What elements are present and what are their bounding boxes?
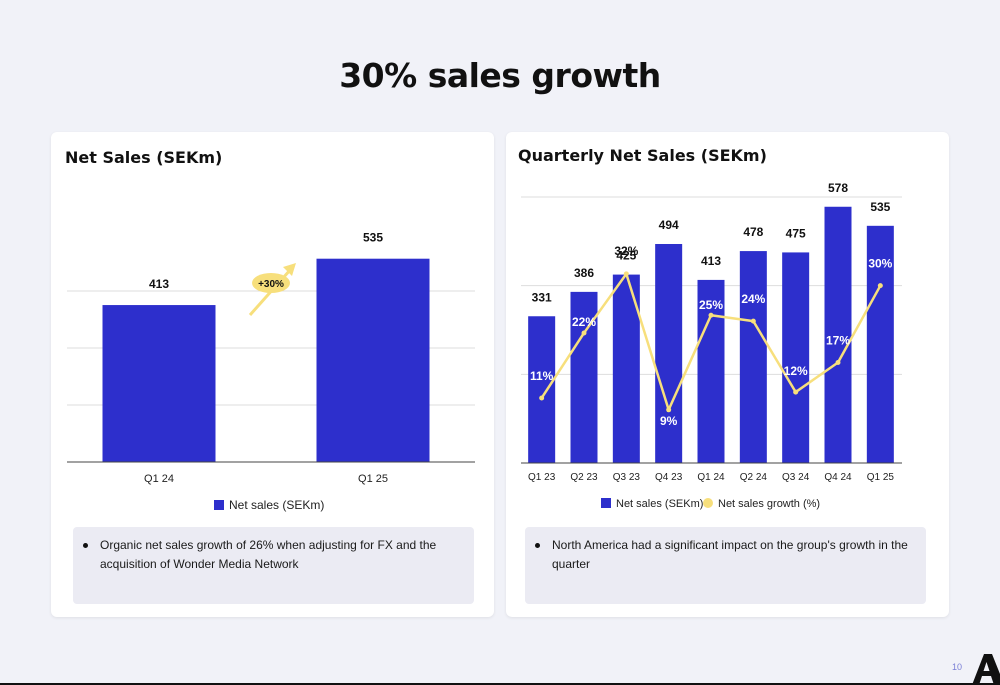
- bar-q1-23: [528, 316, 556, 463]
- growth-point: [835, 360, 841, 366]
- bar-q2-24: [739, 251, 767, 463]
- growth-point: [877, 283, 883, 289]
- growth-point: [581, 330, 587, 336]
- bar-value-label: 535: [870, 200, 890, 214]
- growth-point: [539, 395, 545, 401]
- growth-value-label: 25%: [699, 298, 723, 312]
- net-sales-note-text: Organic net sales growth of 26% when adj…: [100, 538, 437, 571]
- x-tick-label: Q3 24: [782, 472, 810, 483]
- quarterly-net-sales-chart: 331 Q1 23 386 Q2 23 425 Q3 23 494 Q4 23 413 Q1 24…: [521, 181, 902, 510]
- growth-badge: [252, 273, 290, 293]
- x-tick-label: Q2 24: [740, 472, 768, 483]
- x-tick-label: Q3 23: [613, 472, 641, 483]
- growth-point: [623, 271, 629, 277]
- growth-point: [708, 312, 714, 318]
- quarterly-note: North America had a significant impact o…: [525, 527, 926, 604]
- bar-q1-25: [316, 258, 430, 462]
- legend-swatch-growth: [703, 498, 713, 508]
- growth-value-label: 12%: [784, 364, 808, 378]
- growth-point: [793, 389, 799, 395]
- x-tick-label: Q4 23: [655, 472, 683, 483]
- bar-q3-24: [782, 252, 810, 463]
- growth-value-label: 9%: [660, 414, 678, 428]
- growth-point: [750, 318, 756, 324]
- bullet-icon: [83, 543, 88, 548]
- company-logo-icon: [972, 654, 1000, 685]
- x-tick-label: Q1 25: [867, 472, 895, 483]
- growth-badge-label: +30%: [258, 279, 284, 290]
- bar-q1-24: [102, 305, 216, 462]
- bar-value-label: 386: [574, 266, 594, 280]
- bar-value-label: 331: [532, 290, 552, 304]
- bar-value-label: 425: [616, 249, 636, 263]
- growth-arrow-head-icon: [283, 263, 296, 276]
- x-tick-label: Q4 24: [824, 472, 852, 483]
- growth-value-label: 30%: [868, 257, 892, 271]
- quarterly-net-sales-card: Quarterly Net Sales (SEKm) 331 Q1 23 386 Q2…: [506, 132, 949, 617]
- bottom-rule: [0, 683, 1000, 685]
- bar-q4-23: [655, 243, 683, 463]
- legend-label-net-sales: Net sales (SEKm): [229, 498, 324, 512]
- legend-swatch-net-sales: [601, 498, 611, 508]
- bar-value-label: 494: [659, 218, 679, 232]
- legend-label-net-sales: Net sales (SEKm): [616, 498, 703, 510]
- growth-value-label: 17%: [826, 334, 850, 348]
- growth-value-label: 32%: [614, 244, 638, 258]
- bar-value-label: 413: [701, 254, 721, 268]
- x-tick-label: Q1 25: [358, 473, 388, 485]
- x-tick-label: Q1 24: [697, 472, 725, 483]
- bar-q1-25: [866, 225, 894, 463]
- bar-value-label: 535: [363, 231, 383, 245]
- page-title: 30% sales growth: [339, 56, 661, 95]
- bar-value-label: 478: [743, 225, 763, 239]
- growth-point: [666, 407, 672, 413]
- x-tick-label: Q2 23: [570, 472, 598, 483]
- bar-q1-24: [697, 279, 725, 463]
- legend-label-growth: Net sales growth (%): [718, 498, 820, 510]
- growth-value-label: 24%: [741, 292, 765, 306]
- net-sales-title: Net Sales (SEKm): [65, 148, 223, 167]
- net-sales-note: Organic net sales growth of 26% when adj…: [73, 527, 474, 604]
- quarterly-note-text: North America had a significant impact o…: [552, 538, 908, 571]
- bullet-icon: [535, 543, 540, 548]
- page-number: 10: [952, 662, 963, 672]
- growth-value-label: 22%: [572, 315, 596, 329]
- bar-value-label: 578: [828, 181, 848, 195]
- growth-value-label: 11%: [530, 369, 554, 383]
- net-sales-card: Net Sales (SEKm) 413 Q1 24 535 Q1 25 +30% Net…: [51, 132, 494, 617]
- net-sales-chart: 413 Q1 24 535 Q1 25 +30% Net sales (SEKm): [67, 231, 475, 512]
- bar-value-label: 413: [149, 277, 169, 291]
- x-tick-label: Q1 24: [144, 473, 174, 485]
- bar-q4-24: [824, 206, 852, 463]
- bar-value-label: 475: [786, 226, 806, 240]
- x-tick-label: Q1 23: [528, 472, 556, 483]
- quarterly-net-sales-title: Quarterly Net Sales (SEKm): [518, 146, 767, 165]
- legend-swatch-net-sales: [214, 500, 224, 510]
